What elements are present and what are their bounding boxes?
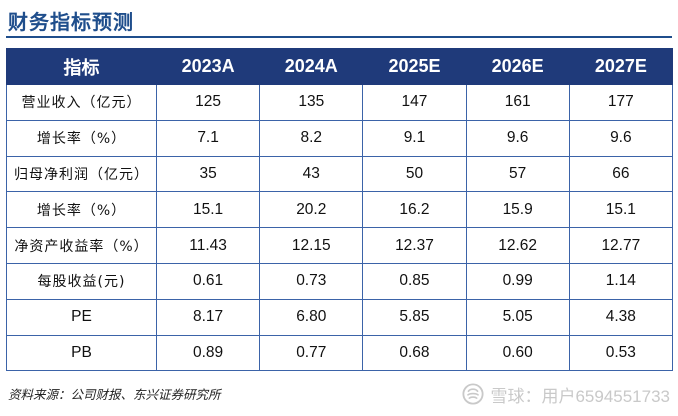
title-underline bbox=[6, 36, 672, 38]
table-cell: 15.1 bbox=[155, 191, 260, 229]
row-label: PB bbox=[6, 335, 157, 372]
table-cell: 9.1 bbox=[362, 120, 467, 157]
table-cell: 12.62 bbox=[465, 227, 570, 264]
table-cell: 7.1 bbox=[155, 120, 260, 157]
table-cell: 57 bbox=[465, 156, 570, 193]
table-cell: 161 bbox=[465, 84, 570, 121]
table-row: 增长率（%） 15.1 20.2 16.2 15.9 15.1 bbox=[6, 191, 673, 229]
table-row: 营业收入（亿元） 125 135 147 161 177 bbox=[6, 84, 673, 121]
row-label: 增长率（%） bbox=[6, 120, 157, 157]
row-label: 营业收入（亿元） bbox=[6, 84, 157, 121]
table-cell: 9.6 bbox=[568, 120, 673, 157]
table-cell: 15.1 bbox=[568, 191, 673, 229]
table-cell: 0.99 bbox=[465, 263, 570, 300]
table-cell: 177 bbox=[568, 84, 673, 121]
header-cell-2025e: 2025E bbox=[362, 48, 467, 85]
table-cell: 9.6 bbox=[465, 120, 570, 157]
table-cell: 43 bbox=[259, 156, 363, 193]
snowball-logo-icon bbox=[462, 383, 484, 405]
watermark-text: 雪球：用户6594551733 bbox=[490, 386, 670, 406]
table-cell: 0.89 bbox=[155, 335, 260, 372]
table-cell: 0.73 bbox=[259, 263, 363, 300]
row-label: 每股收益(元) bbox=[6, 263, 157, 300]
table-cell: 0.77 bbox=[259, 335, 363, 372]
table-cell: 11.43 bbox=[155, 227, 260, 264]
table-cell: 12.77 bbox=[568, 227, 673, 264]
table-cell: 1.14 bbox=[568, 263, 673, 300]
header-cell-2023a: 2023A bbox=[155, 48, 261, 85]
table-cell: 0.60 bbox=[465, 335, 570, 372]
table-cell: 6.80 bbox=[259, 299, 363, 336]
table-cell: 8.2 bbox=[259, 120, 363, 157]
table-row: 每股收益(元) 0.61 0.73 0.85 0.99 1.14 bbox=[6, 263, 673, 300]
table-cell: 147 bbox=[362, 84, 467, 121]
table-cell: 5.05 bbox=[465, 299, 570, 336]
table-cell: 50 bbox=[362, 156, 467, 193]
watermark: 雪球：用户6594551733 bbox=[462, 380, 670, 408]
table-cell: 16.2 bbox=[362, 191, 467, 229]
table-cell: 15.9 bbox=[465, 191, 570, 229]
row-label: 归母净利润（亿元） bbox=[6, 156, 157, 193]
table-cell: 4.38 bbox=[568, 299, 673, 336]
header-cell-indicator: 指标 bbox=[6, 48, 157, 85]
table-cell: 12.15 bbox=[259, 227, 363, 264]
header-cell-2024a: 2024A bbox=[259, 48, 364, 85]
table-row: PE 8.17 6.80 5.85 5.05 4.38 bbox=[6, 299, 673, 336]
table-row: 增长率（%） 7.1 8.2 9.1 9.6 9.6 bbox=[6, 120, 673, 157]
table-cell: 0.85 bbox=[362, 263, 467, 300]
page-title: 财务指标预测 bbox=[8, 10, 134, 34]
table-cell: 0.68 bbox=[362, 335, 467, 372]
table-cell: 135 bbox=[259, 84, 363, 121]
financial-forecast-table: 指标 2023A 2024A 2025E 2026E 2027E 营业收入（亿元… bbox=[6, 48, 673, 372]
table-cell: 20.2 bbox=[259, 191, 363, 229]
table-cell: 66 bbox=[568, 156, 673, 193]
table-cell: 8.17 bbox=[155, 299, 260, 336]
table-row: PB 0.89 0.77 0.68 0.60 0.53 bbox=[6, 335, 673, 372]
table-cell: 35 bbox=[155, 156, 260, 193]
header-row: 指标 2023A 2024A 2025E 2026E 2027E bbox=[6, 48, 673, 85]
header-cell-2026e: 2026E bbox=[465, 48, 570, 85]
table-row: 净资产收益率（%） 11.43 12.15 12.37 12.62 12.77 bbox=[6, 227, 673, 264]
table-row: 归母净利润（亿元） 35 43 50 57 66 bbox=[6, 156, 673, 193]
table-cell: 125 bbox=[155, 84, 260, 121]
header-cell-2027e: 2027E bbox=[568, 48, 673, 85]
row-label: 净资产收益率（%） bbox=[6, 227, 157, 264]
source-note: 资料来源：公司财报、东兴证券研究所 bbox=[8, 387, 221, 402]
table-cell: 0.61 bbox=[155, 263, 260, 300]
table-cell: 5.85 bbox=[362, 299, 467, 336]
table-cell: 12.37 bbox=[362, 227, 467, 264]
table-cell: 0.53 bbox=[568, 335, 673, 372]
row-label: PE bbox=[6, 299, 157, 336]
row-label: 增长率（%） bbox=[6, 191, 157, 229]
